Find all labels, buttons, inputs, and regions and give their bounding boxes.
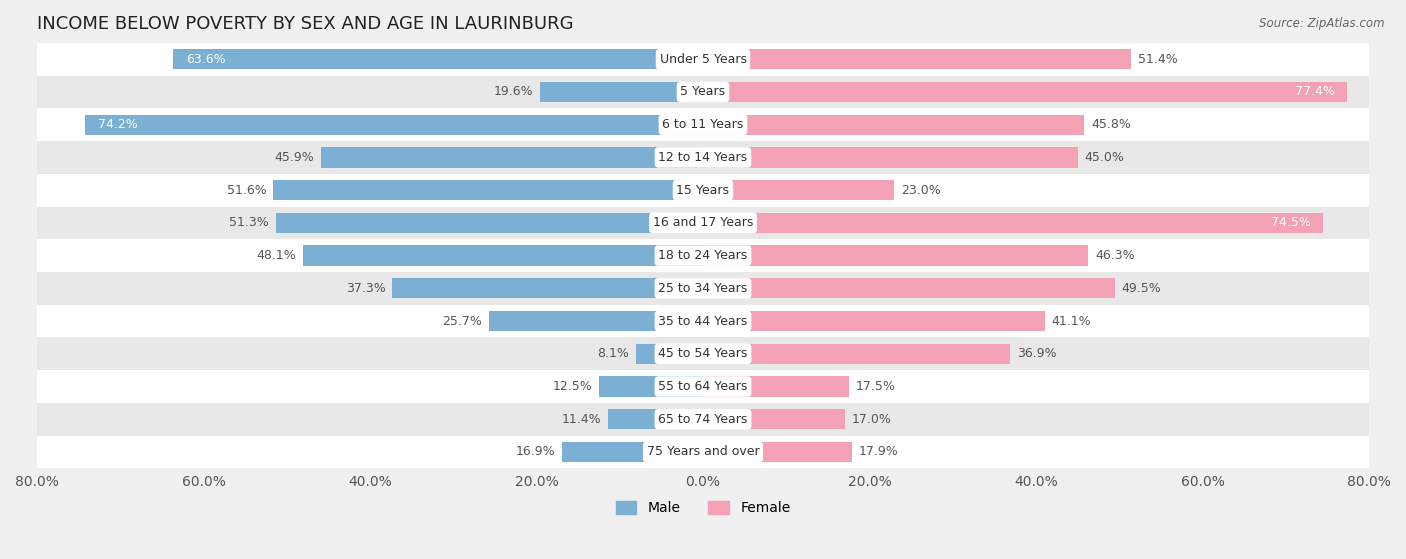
Bar	[37, 403, 1369, 435]
Text: 37.3%: 37.3%	[346, 282, 385, 295]
Text: 77.4%: 77.4%	[1295, 86, 1334, 98]
Bar	[37, 305, 1369, 338]
Text: 51.6%: 51.6%	[226, 184, 267, 197]
Text: 5 Years: 5 Years	[681, 86, 725, 98]
Text: 45.8%: 45.8%	[1091, 118, 1130, 131]
Text: 25.7%: 25.7%	[443, 315, 482, 328]
Bar	[540, 82, 703, 102]
Text: 19.6%: 19.6%	[494, 86, 533, 98]
Text: 23.0%: 23.0%	[901, 184, 941, 197]
Text: Under 5 Years: Under 5 Years	[659, 53, 747, 66]
Bar	[607, 409, 703, 429]
Bar	[703, 213, 1323, 233]
Text: 74.2%: 74.2%	[97, 118, 138, 131]
Text: 45 to 54 Years: 45 to 54 Years	[658, 347, 748, 361]
Text: 65 to 74 Years: 65 to 74 Years	[658, 413, 748, 426]
Text: 17.9%: 17.9%	[859, 446, 898, 458]
Text: 25 to 34 Years: 25 to 34 Years	[658, 282, 748, 295]
Bar	[703, 147, 1077, 168]
Bar	[392, 278, 703, 299]
Bar	[302, 245, 703, 266]
Bar	[37, 435, 1369, 468]
Bar	[37, 370, 1369, 403]
Text: 45.9%: 45.9%	[274, 151, 314, 164]
Bar	[599, 376, 703, 397]
Text: 17.0%: 17.0%	[851, 413, 891, 426]
Text: 17.5%: 17.5%	[855, 380, 896, 393]
Text: 46.3%: 46.3%	[1095, 249, 1135, 262]
Bar	[37, 338, 1369, 370]
Text: 18 to 24 Years: 18 to 24 Years	[658, 249, 748, 262]
Bar	[37, 141, 1369, 174]
Bar	[37, 43, 1369, 75]
Bar	[273, 180, 703, 200]
Bar	[703, 344, 1011, 364]
Text: 6 to 11 Years: 6 to 11 Years	[662, 118, 744, 131]
Bar	[37, 108, 1369, 141]
Bar	[703, 376, 849, 397]
Bar	[703, 245, 1088, 266]
Text: 41.1%: 41.1%	[1052, 315, 1091, 328]
Text: 12.5%: 12.5%	[553, 380, 592, 393]
Text: 16 and 17 Years: 16 and 17 Years	[652, 216, 754, 229]
Bar	[703, 82, 1347, 102]
Text: INCOME BELOW POVERTY BY SEX AND AGE IN LAURINBURG: INCOME BELOW POVERTY BY SEX AND AGE IN L…	[37, 15, 574, 33]
Bar	[703, 278, 1115, 299]
Bar	[703, 49, 1130, 69]
Text: 49.5%: 49.5%	[1122, 282, 1161, 295]
Bar	[321, 147, 703, 168]
Text: 11.4%: 11.4%	[562, 413, 602, 426]
Bar	[562, 442, 703, 462]
Bar	[173, 49, 703, 69]
Bar	[37, 75, 1369, 108]
Text: 48.1%: 48.1%	[256, 249, 295, 262]
Text: 63.6%: 63.6%	[186, 53, 225, 66]
Bar	[703, 409, 845, 429]
Bar	[703, 311, 1045, 331]
Text: 8.1%: 8.1%	[598, 347, 628, 361]
Text: 51.3%: 51.3%	[229, 216, 269, 229]
Text: 35 to 44 Years: 35 to 44 Years	[658, 315, 748, 328]
Bar	[703, 115, 1084, 135]
Bar	[86, 115, 703, 135]
Legend: Male, Female: Male, Female	[610, 496, 796, 521]
Bar	[37, 206, 1369, 239]
Bar	[37, 174, 1369, 206]
Text: 36.9%: 36.9%	[1017, 347, 1056, 361]
Bar	[703, 180, 894, 200]
Bar	[703, 442, 852, 462]
Bar	[276, 213, 703, 233]
Text: 51.4%: 51.4%	[1137, 53, 1177, 66]
Text: 75 Years and over: 75 Years and over	[647, 446, 759, 458]
Bar	[37, 272, 1369, 305]
Bar	[37, 239, 1369, 272]
Text: 55 to 64 Years: 55 to 64 Years	[658, 380, 748, 393]
Text: 74.5%: 74.5%	[1271, 216, 1310, 229]
Text: 15 Years: 15 Years	[676, 184, 730, 197]
Bar	[636, 344, 703, 364]
Text: 16.9%: 16.9%	[516, 446, 555, 458]
Text: 12 to 14 Years: 12 to 14 Years	[658, 151, 748, 164]
Text: 45.0%: 45.0%	[1084, 151, 1125, 164]
Text: Source: ZipAtlas.com: Source: ZipAtlas.com	[1260, 17, 1385, 30]
Bar	[489, 311, 703, 331]
